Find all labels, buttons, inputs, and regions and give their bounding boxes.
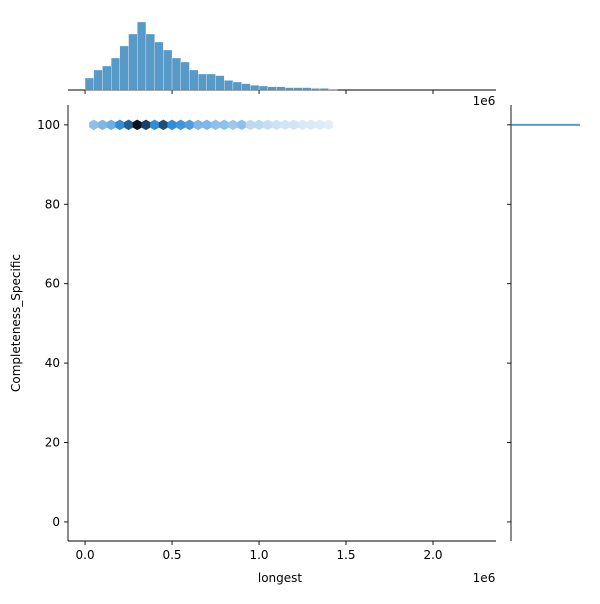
histogram-bar <box>110 57 120 91</box>
hexbin <box>315 119 325 131</box>
hexbin <box>237 119 247 131</box>
hexbin <box>123 119 134 131</box>
hexbin <box>280 119 290 131</box>
x-axis-label: longest <box>258 571 303 585</box>
histogram-bar <box>197 73 207 91</box>
hexbin <box>254 119 264 131</box>
y-tick-label: 0 <box>52 515 60 529</box>
histogram-bar <box>267 86 277 91</box>
x-tick-label: 1.5 <box>336 548 355 562</box>
histogram-bar <box>189 69 199 91</box>
histogram-bar <box>119 45 129 91</box>
x-tick-label: 0.0 <box>76 548 95 562</box>
histogram-bar <box>232 81 242 91</box>
hexbin <box>176 119 186 131</box>
hexbin <box>150 119 160 131</box>
hexbin <box>263 119 273 131</box>
hexbin <box>115 119 125 131</box>
histogram-bar <box>180 61 190 91</box>
histogram-bar <box>284 87 294 91</box>
y-tick-label: 40 <box>45 356 60 370</box>
y-tick-label: 80 <box>45 197 60 211</box>
histogram-bar <box>215 75 225 91</box>
hexbin <box>297 119 308 131</box>
x-tick-label: 2.0 <box>423 548 442 562</box>
hexbin <box>106 119 116 131</box>
histogram-bar <box>276 86 286 91</box>
hexbin <box>132 119 142 131</box>
hexbin <box>210 119 221 131</box>
y-axis-label: Completeness_Specific <box>9 254 23 392</box>
y-tick-label: 20 <box>45 436 60 450</box>
hexbin <box>167 119 177 131</box>
x-offset-label: 1e6 <box>473 571 496 585</box>
hexbin <box>219 119 229 131</box>
hexbin <box>202 119 212 131</box>
histogram-bar <box>258 85 268 91</box>
histogram-bar <box>293 87 303 91</box>
hexbin <box>89 119 99 131</box>
hexbin <box>228 119 238 131</box>
hexbin <box>184 119 195 131</box>
histogram-bar <box>102 65 112 91</box>
hexbin <box>193 119 203 131</box>
histogram-bar <box>241 83 251 91</box>
histogram-bar <box>250 85 260 91</box>
histogram-bar <box>302 87 312 91</box>
histogram-bar <box>84 77 94 91</box>
histogram-bar <box>93 69 103 91</box>
x-tick-label: 1.0 <box>249 548 268 562</box>
hexbin <box>141 119 151 131</box>
x-tick-label: 0.5 <box>162 548 181 562</box>
histogram-bar <box>511 123 580 126</box>
y-tick-label: 100 <box>37 118 60 132</box>
histogram-bar <box>328 89 338 91</box>
histogram-bar <box>171 57 181 91</box>
hexbin <box>158 119 168 131</box>
histogram-bar <box>137 21 147 91</box>
hexbin <box>271 119 282 131</box>
y-tick-label: 60 <box>45 277 60 291</box>
histogram-bar <box>145 33 155 91</box>
hexbin <box>324 119 334 131</box>
histogram-bar <box>128 33 138 91</box>
histogram-bar <box>154 41 164 91</box>
histogram-bar <box>163 49 173 91</box>
hexbin <box>289 119 299 131</box>
hexbin <box>97 119 108 131</box>
histogram-bar <box>319 88 329 91</box>
hexbin <box>306 119 316 131</box>
hexbin <box>245 119 255 131</box>
histogram-bar <box>311 88 321 91</box>
histogram-bar <box>224 80 234 91</box>
x-offset-label: 1e6 <box>473 94 496 108</box>
histogram-bar <box>206 73 216 91</box>
